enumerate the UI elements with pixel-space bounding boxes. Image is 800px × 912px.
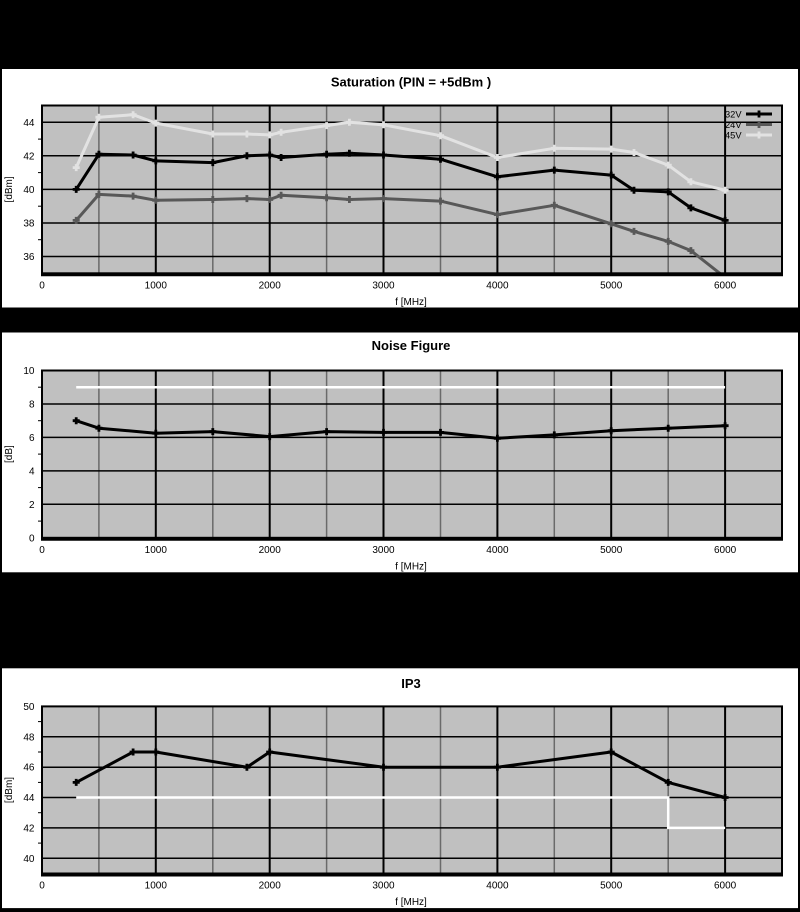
svg-text:46: 46 [23, 763, 35, 774]
svg-text:[dBm]: [dBm] [4, 777, 15, 803]
svg-text:44: 44 [23, 118, 35, 129]
svg-text:1000: 1000 [145, 281, 168, 292]
svg-text:42: 42 [23, 151, 35, 162]
svg-text:50: 50 [23, 702, 35, 713]
svg-text:6000: 6000 [714, 281, 737, 292]
svg-text:5000: 5000 [600, 281, 623, 292]
svg-text:4000: 4000 [486, 545, 509, 556]
svg-text:0: 0 [39, 881, 45, 892]
svg-text:36: 36 [23, 252, 35, 263]
svg-text:38: 38 [23, 219, 35, 230]
svg-text:5000: 5000 [600, 881, 623, 892]
svg-text:48: 48 [23, 732, 35, 743]
svg-text:f [MHz]: f [MHz] [395, 561, 427, 572]
svg-text:0: 0 [39, 545, 45, 556]
svg-text:6000: 6000 [714, 881, 737, 892]
svg-text:4: 4 [29, 466, 35, 477]
svg-text:40: 40 [23, 185, 35, 196]
svg-text:Noise Figure: Noise Figure [372, 338, 451, 353]
svg-text:5000: 5000 [600, 545, 623, 556]
svg-text:6: 6 [29, 433, 35, 444]
svg-text:32V: 32V [725, 109, 742, 119]
svg-text:2000: 2000 [259, 281, 282, 292]
svg-text:4000: 4000 [486, 281, 509, 292]
svg-text:IP3: IP3 [401, 676, 421, 691]
svg-text:f [MHz]: f [MHz] [395, 897, 427, 908]
svg-text:8: 8 [29, 400, 35, 411]
svg-text:[dBm]: [dBm] [4, 176, 15, 202]
svg-text:3000: 3000 [372, 281, 395, 292]
svg-text:10: 10 [23, 366, 35, 377]
svg-text:24V: 24V [725, 120, 742, 130]
svg-text:1000: 1000 [145, 545, 168, 556]
svg-text:Saturation (PIN = +5dBm ): Saturation (PIN = +5dBm ) [331, 75, 491, 90]
svg-text:44: 44 [23, 793, 35, 804]
svg-text:2000: 2000 [259, 545, 282, 556]
svg-text:45V: 45V [725, 130, 742, 140]
svg-text:1000: 1000 [145, 881, 168, 892]
svg-text:6000: 6000 [714, 545, 737, 556]
svg-text:0: 0 [39, 281, 45, 292]
svg-text:[dB]: [dB] [4, 445, 15, 463]
svg-text:4000: 4000 [486, 881, 509, 892]
svg-text:40: 40 [23, 854, 35, 865]
svg-text:f [MHz]: f [MHz] [395, 297, 427, 308]
svg-text:2000: 2000 [259, 881, 282, 892]
svg-text:2: 2 [29, 500, 35, 511]
svg-text:42: 42 [23, 823, 35, 834]
svg-text:3000: 3000 [372, 881, 395, 892]
svg-text:0: 0 [29, 533, 35, 544]
svg-text:3000: 3000 [372, 545, 395, 556]
